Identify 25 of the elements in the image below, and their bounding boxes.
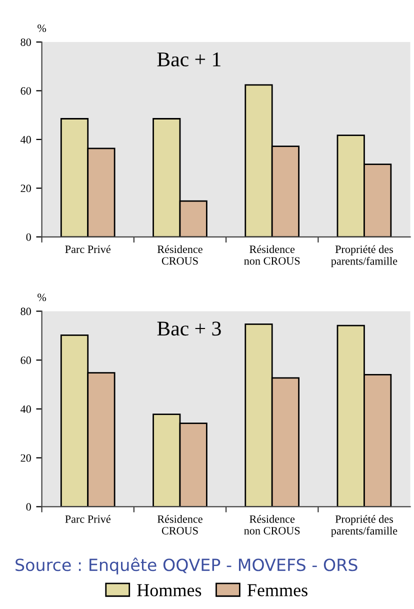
y-axis-title: % (38, 24, 46, 32)
x-tick-label: Résidence CROUS (157, 245, 202, 265)
x-tick-label: Résidence non CROUS (244, 515, 300, 534)
x-tick-label: Parc Privé (65, 515, 110, 523)
x-tick-label: Parc Privé (65, 245, 110, 254)
y-tick-label: 0 (26, 233, 31, 241)
y-tick-label: 60 (20, 87, 31, 95)
y-tick-label: 80 (20, 308, 31, 316)
chart-title: Bac + 3 (157, 322, 221, 336)
legend-label: Hommes (137, 584, 202, 596)
legend-label: Femmes (247, 584, 308, 596)
x-tick-label: Propriété des parents/famille (331, 245, 398, 268)
x-tick-label: Résidence non CROUS (244, 245, 300, 265)
y-tick-label: 60 (20, 356, 31, 364)
y-tick-label: 20 (20, 454, 31, 462)
x-tick-label: Propriété des parents/famille (331, 515, 398, 537)
source-note: Source : Enquête OQVEP - MOVEFS - ORS (16, 558, 358, 574)
chart-title: Bac + 1 (157, 52, 220, 66)
y-tick-label: 40 (20, 136, 31, 144)
y-tick-label: 80 (20, 38, 31, 46)
y-tick-label: 0 (26, 503, 31, 511)
y-tick-label: 40 (20, 405, 31, 413)
y-axis-title: % (38, 294, 46, 302)
x-tick-label: Résidence CROUS (157, 515, 202, 534)
y-tick-label: 20 (20, 184, 31, 192)
